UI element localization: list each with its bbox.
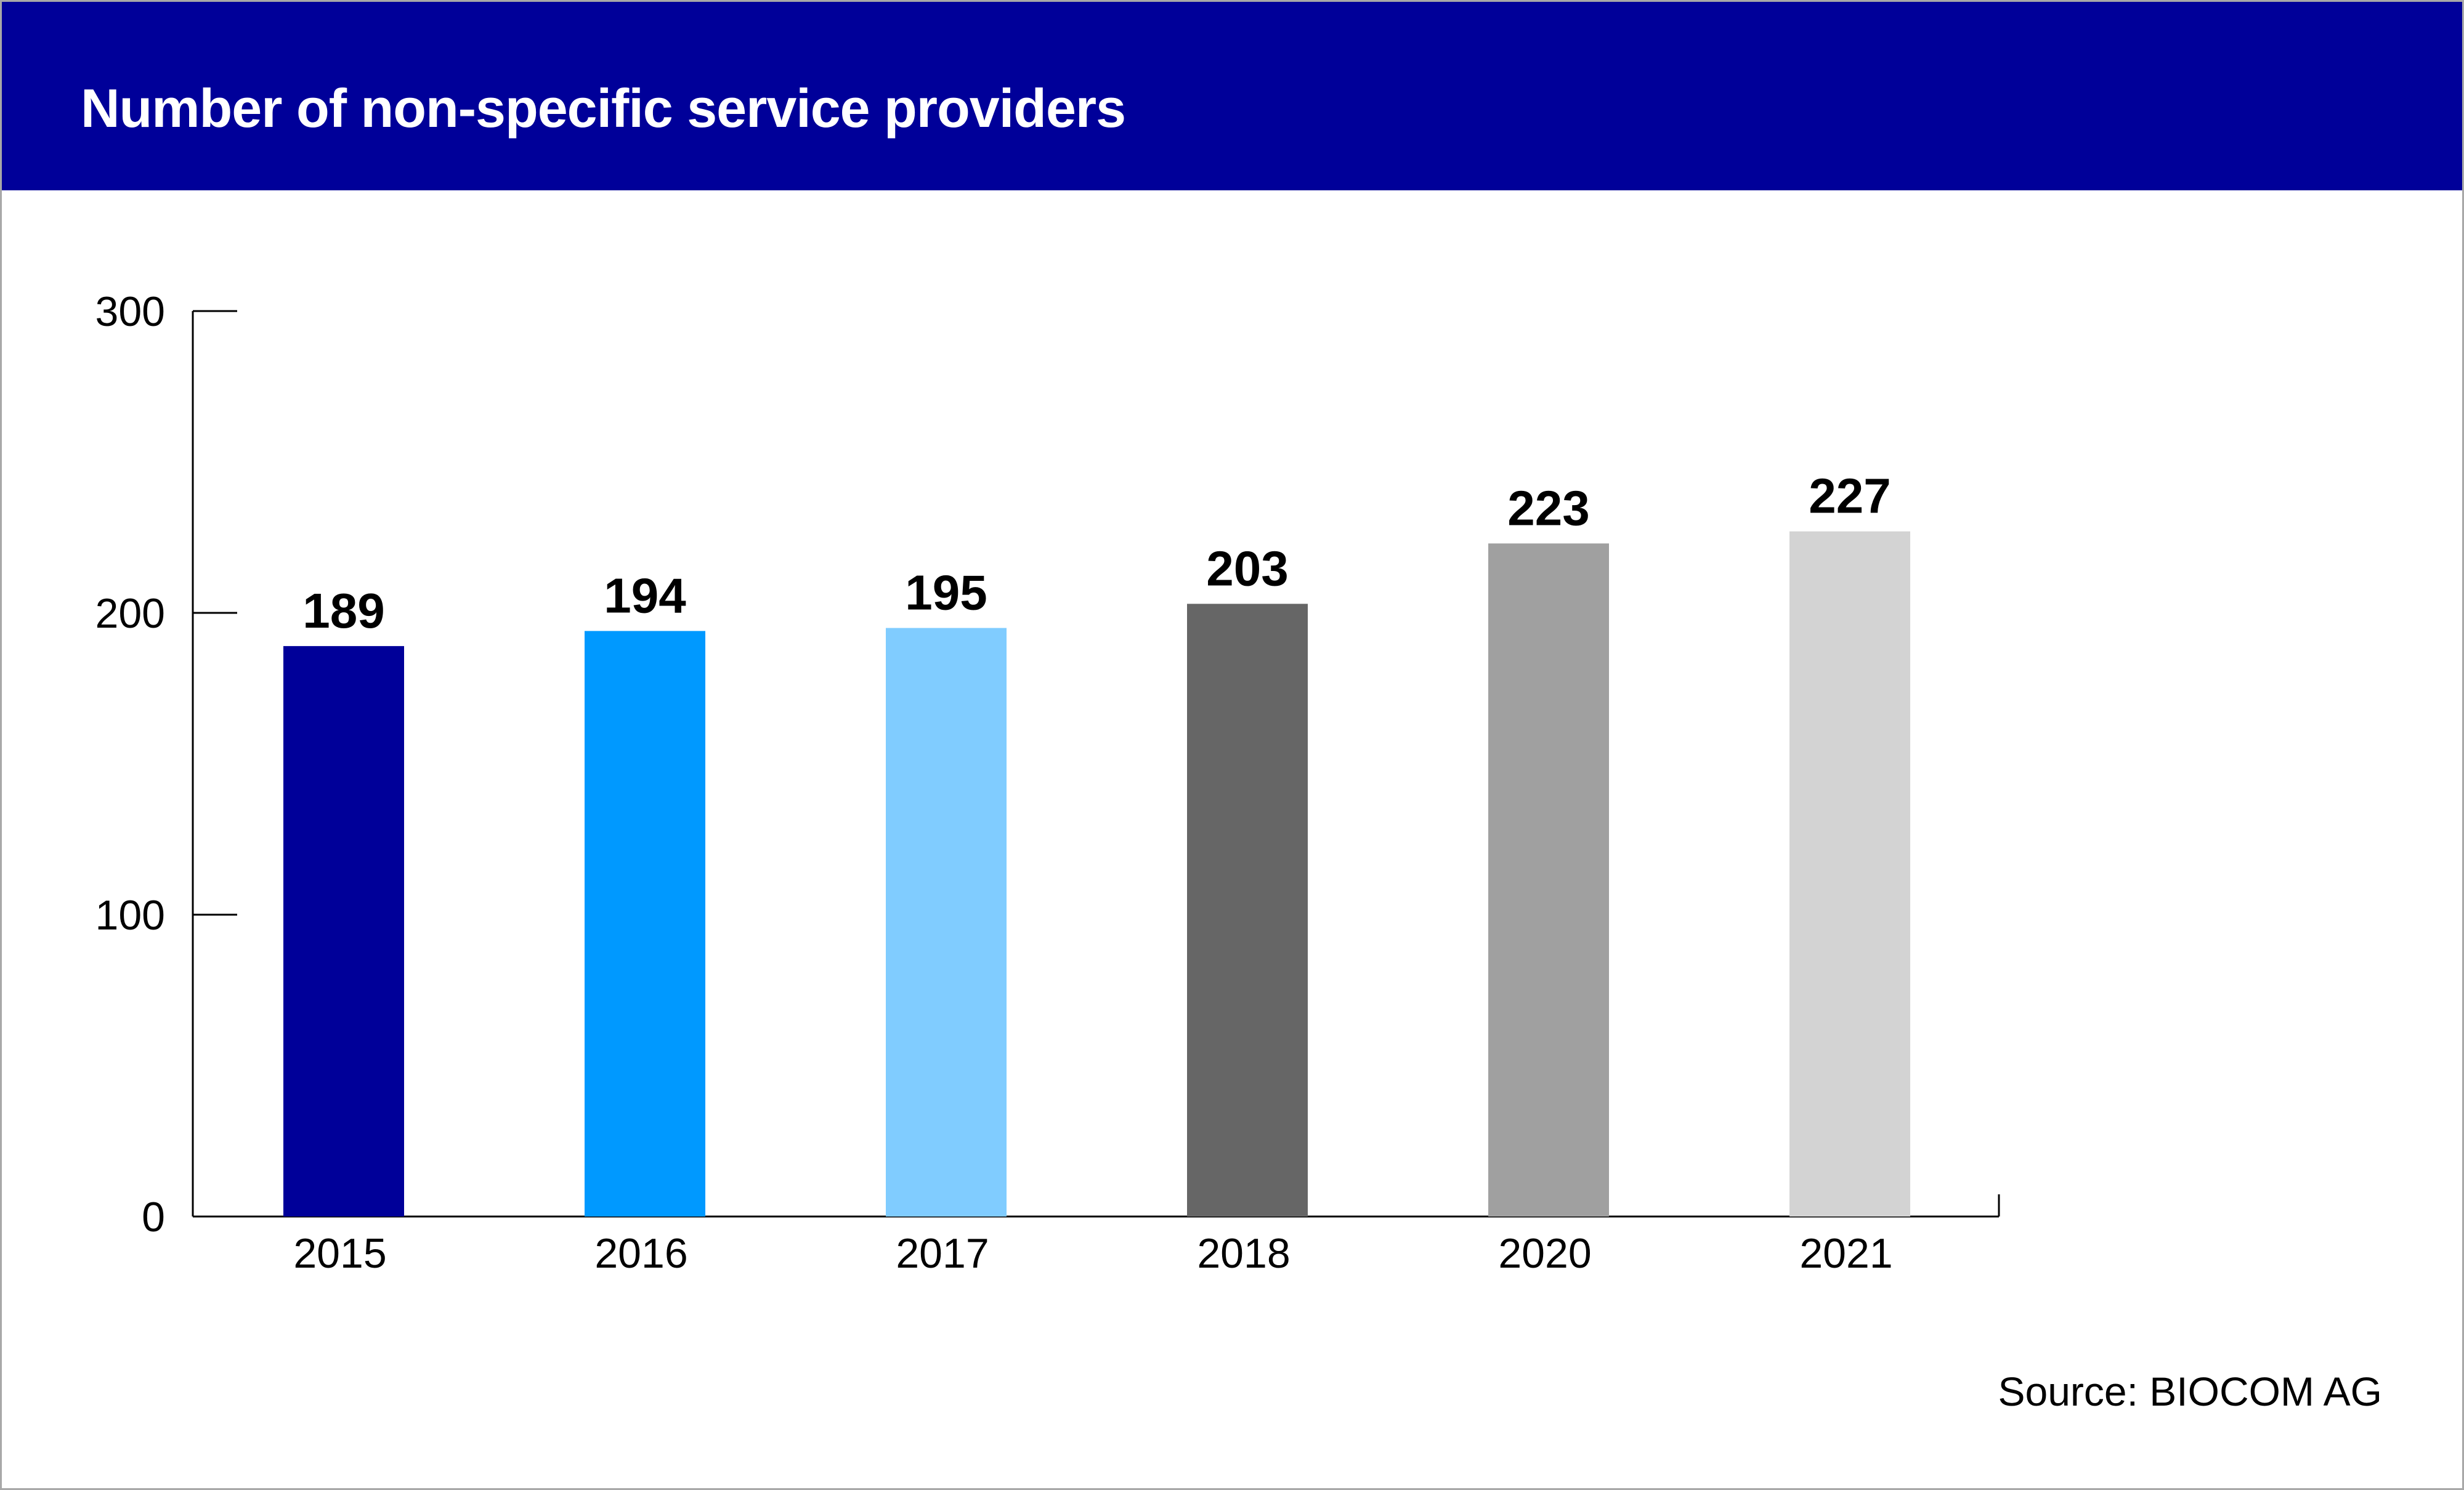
data-label: 223 bbox=[1507, 480, 1589, 535]
x-tick-label: 2020 bbox=[1498, 1230, 1591, 1277]
bar-2018 bbox=[1187, 604, 1308, 1217]
chart-title: Number of non-specific service providers bbox=[81, 78, 1126, 139]
y-tick-label: 0 bbox=[142, 1194, 165, 1241]
chart-header: Number of non-specific service providers bbox=[2, 2, 2462, 190]
source-note: Source: BIOCOM AG bbox=[1998, 1369, 2382, 1414]
y-tick-label: 200 bbox=[95, 590, 165, 637]
x-tick-label: 2015 bbox=[293, 1230, 386, 1277]
bar-2017 bbox=[886, 628, 1007, 1217]
bar-2021 bbox=[1789, 531, 1910, 1217]
data-label: 227 bbox=[1809, 469, 1891, 524]
data-label: 195 bbox=[905, 565, 987, 620]
data-label: 203 bbox=[1206, 541, 1288, 596]
data-label: 189 bbox=[302, 583, 384, 638]
x-tick-label: 2017 bbox=[896, 1230, 989, 1277]
bar-2020 bbox=[1488, 543, 1609, 1217]
data-label: 194 bbox=[604, 568, 686, 623]
bar-2015 bbox=[283, 646, 404, 1217]
y-tick-label: 100 bbox=[95, 892, 165, 939]
y-tick-label: 300 bbox=[95, 288, 165, 335]
bar-2016 bbox=[585, 631, 705, 1217]
x-tick-label: 2018 bbox=[1197, 1230, 1290, 1277]
x-tick-label: 2016 bbox=[594, 1230, 687, 1277]
x-tick-label: 2021 bbox=[1799, 1230, 1892, 1277]
